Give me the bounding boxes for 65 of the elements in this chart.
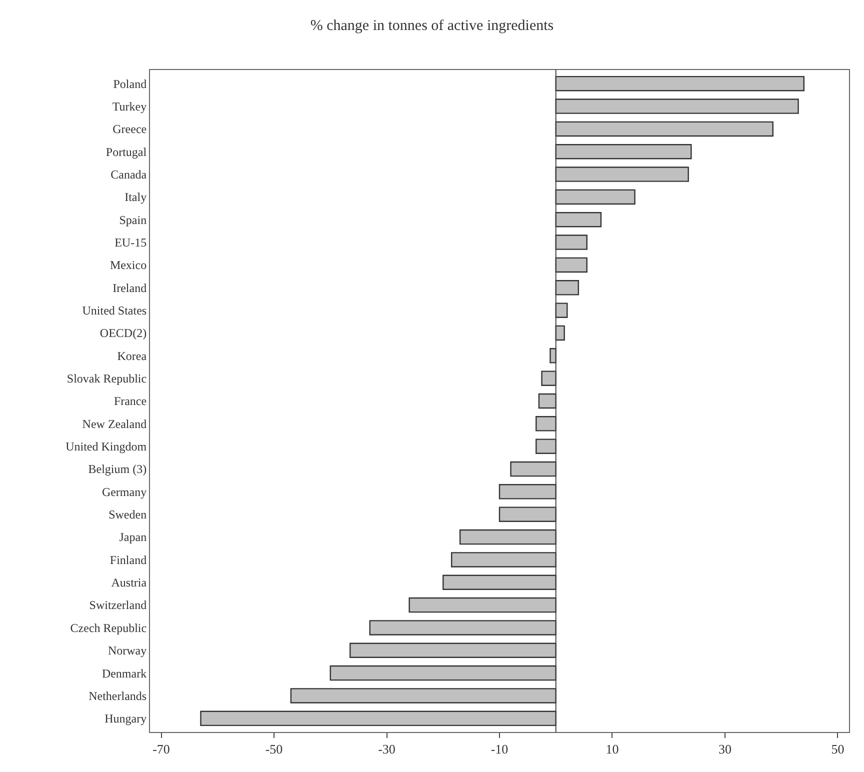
x-tick-label: -50 (265, 742, 283, 757)
x-tick-label: -30 (378, 742, 396, 757)
y-tick-label: Sweden (108, 508, 147, 522)
bar (369, 620, 556, 636)
chart-title: % change in tonnes of active ingredients (310, 18, 554, 34)
bar (536, 416, 556, 432)
y-tick-label: Denmark (102, 666, 147, 680)
y-tick-label: EU-15 (114, 236, 147, 250)
y-tick-label: Hungary (104, 712, 147, 726)
bar (408, 597, 556, 613)
bar (498, 506, 556, 522)
y-tick-label: Belgium (3) (88, 462, 147, 476)
bar (555, 257, 588, 273)
y-tick-label: Italy (124, 190, 147, 204)
y-tick-label: Turkey (112, 99, 147, 114)
bar (555, 234, 588, 250)
bar (538, 393, 556, 409)
y-tick-label: Poland (113, 76, 147, 91)
bar (555, 121, 774, 137)
bar (555, 189, 636, 205)
bar (555, 212, 602, 228)
x-tick-label: -10 (490, 742, 508, 757)
bar (536, 438, 556, 454)
bar (541, 370, 556, 386)
y-tick-label: Finland (110, 552, 147, 567)
y-tick-label: Spain (119, 212, 147, 227)
y-tick-label: Korea (117, 348, 148, 363)
y-tick-label: United Kingdom (66, 440, 148, 454)
bar (555, 76, 804, 92)
y-tick-label: Switzerland (89, 598, 147, 612)
bar (550, 348, 556, 364)
y-tick-label: Austria (111, 576, 148, 590)
bar (350, 642, 556, 658)
bar (555, 302, 568, 318)
bar (498, 484, 556, 500)
bar (200, 710, 556, 726)
y-tick-label: Canada (110, 167, 148, 182)
x-tick-label: 10 (606, 742, 619, 757)
y-tick-label: Greece (112, 122, 147, 136)
y-tick-label: Ireland (112, 280, 147, 295)
y-tick-label: Netherlands (88, 688, 147, 703)
y-tick-label: Japan (119, 530, 147, 544)
bar (510, 461, 556, 477)
y-tick-label: Germany (102, 484, 147, 499)
bar (450, 552, 556, 568)
bar (459, 529, 556, 545)
y-tick-label: Norway (108, 644, 147, 658)
y-tick-label: United States (82, 304, 147, 318)
y-tick-label: Mexico (110, 258, 147, 272)
y-tick-label: Slovak Republic (66, 372, 147, 386)
x-tick-label: -70 (152, 742, 170, 757)
x-tick-label: 30 (718, 742, 732, 757)
y-tick-label: France (114, 394, 147, 408)
bar (555, 144, 692, 160)
y-tick-label: Czech Republic (70, 620, 147, 635)
x-tick-label: 50 (831, 742, 844, 757)
bar (330, 665, 556, 681)
y-tick-label: OECD(2) (100, 326, 147, 340)
bar (555, 98, 799, 114)
bar (555, 166, 689, 182)
y-tick-label: New Zealand (82, 416, 147, 431)
y-tick-label: Portugal (106, 144, 148, 159)
bar (290, 688, 556, 704)
bar (442, 574, 556, 590)
bar (555, 280, 580, 296)
